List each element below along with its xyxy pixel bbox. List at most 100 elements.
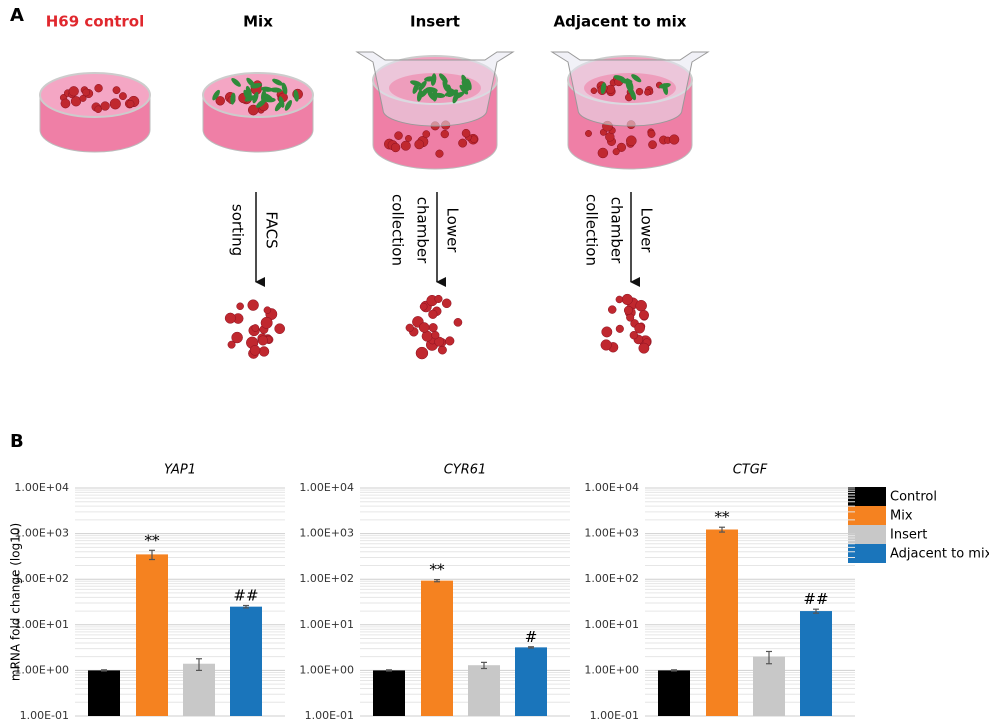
cell (638, 309, 649, 321)
cell (428, 309, 438, 319)
cell (626, 313, 635, 322)
green-cell (433, 92, 446, 98)
green-cell (246, 77, 256, 88)
y-tick-label: 1.00E+04 (299, 481, 354, 494)
y-axis-label: mRNA fold change (log10) (9, 523, 23, 681)
bar (753, 656, 785, 716)
step-label: chamber (608, 197, 626, 264)
cell (422, 130, 431, 138)
y-tick-label: 1.00E+00 (14, 663, 69, 676)
green-cell (278, 96, 285, 108)
y-tick-label: 1.00E+02 (584, 572, 639, 585)
cell (616, 142, 627, 152)
step-label: collection (389, 194, 407, 266)
y-tick-label: 1.00E+01 (299, 618, 354, 631)
legend-label: Control (890, 490, 937, 505)
cell (119, 92, 127, 101)
cell (247, 104, 259, 116)
bar (136, 554, 168, 716)
cell (601, 326, 613, 338)
bar (373, 670, 405, 716)
green-cell (255, 99, 266, 108)
green-cell (629, 88, 637, 101)
cell (405, 134, 412, 142)
cell (437, 345, 447, 355)
cell (394, 131, 403, 140)
legend-swatch (848, 487, 886, 506)
legend-swatch (848, 525, 886, 544)
green-cell (231, 77, 241, 87)
green-cell (293, 89, 299, 102)
green-cell (262, 93, 274, 101)
cell (257, 335, 268, 346)
bar (468, 665, 500, 716)
cell (458, 138, 468, 148)
cell (615, 295, 624, 304)
cell (251, 324, 260, 332)
significance-label: ## (803, 590, 828, 608)
y-tick-label: 1.00E-01 (590, 709, 639, 722)
cell (247, 299, 259, 311)
condition-label: H69 control (46, 13, 145, 31)
cell (607, 305, 617, 314)
cell (260, 316, 273, 329)
y-tick-label: 1.00E-01 (305, 709, 354, 722)
green-cell (613, 75, 626, 81)
significance-label: ** (430, 561, 446, 579)
green-cell (270, 87, 282, 93)
chart-title: CYR61 (444, 463, 487, 478)
cell (224, 312, 236, 324)
y-tick-label: 1.00E+03 (14, 527, 69, 540)
green-cell (431, 73, 437, 86)
cell (258, 346, 270, 357)
cell (79, 94, 87, 102)
y-tick-label: 1.00E+04 (14, 481, 69, 494)
cell (434, 294, 443, 303)
chart-title: YAP1 (164, 463, 196, 478)
cell (227, 340, 236, 349)
bar (706, 529, 738, 716)
cell (612, 148, 620, 156)
cell (615, 324, 624, 333)
cell (621, 293, 633, 305)
cell (434, 336, 445, 347)
green-cell (410, 80, 422, 87)
green-cell (418, 80, 427, 91)
bar (183, 663, 215, 716)
y-tick-label: 1.00E+03 (584, 527, 639, 540)
cell (68, 86, 79, 97)
cell (600, 339, 612, 351)
cell (249, 345, 261, 356)
cell (445, 336, 455, 346)
y-tick-label: 1.00E+01 (14, 618, 69, 631)
cell (647, 129, 656, 138)
step-label: Lower (638, 208, 656, 254)
chart-title: CTGF (733, 463, 768, 478)
legend-swatch (848, 506, 886, 525)
bar (421, 580, 453, 716)
cell (644, 89, 651, 96)
green-cell (659, 82, 671, 89)
cell (590, 87, 598, 95)
cell (94, 84, 103, 93)
cell (441, 298, 452, 309)
cell (634, 322, 645, 334)
cell (274, 323, 285, 335)
green-cell (281, 82, 288, 95)
condition-label: Adjacent to mix (554, 13, 687, 31)
panel-label: B (10, 431, 24, 452)
cell (82, 88, 91, 97)
cell (112, 86, 121, 95)
cell (70, 96, 82, 107)
y-tick-label: 1.00E+00 (584, 663, 639, 676)
significance-label: # (525, 628, 538, 646)
step-label: chamber (414, 197, 432, 264)
cell (638, 342, 650, 354)
cell (126, 99, 135, 108)
bar (515, 647, 547, 716)
green-cell (600, 82, 607, 95)
cell (263, 306, 272, 314)
cell (629, 331, 639, 340)
cell (431, 330, 440, 340)
